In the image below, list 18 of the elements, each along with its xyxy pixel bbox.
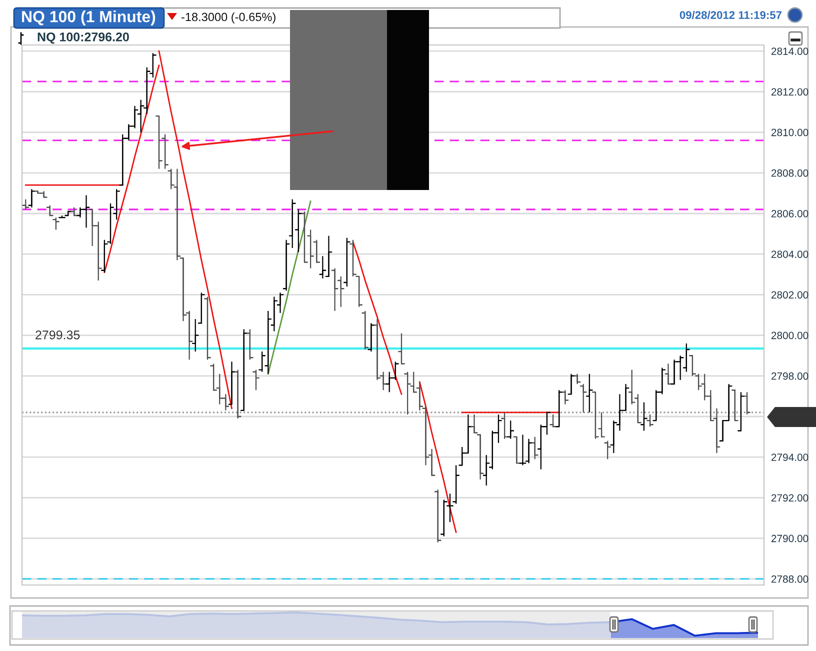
y-tick-label: 2802.00: [771, 291, 808, 299]
y-tick-label: 2804.00: [771, 250, 808, 258]
y-tick-label: 2790.00: [771, 534, 808, 542]
text: NQ 100:2796.20: [38, 32, 129, 44]
y-tick-label: 2814.00: [771, 48, 808, 55]
y-tick-label: 2800.00: [771, 332, 808, 340]
ref-line-label: 2799.35: [36, 330, 80, 340]
text: 09/28/2012 11:19:57: [680, 10, 782, 20]
chart-subtitle: -18.3000 (-0.65%): [182, 12, 276, 24]
y-tick-label: 2788.00: [771, 575, 808, 583]
y-tick-label: 2808.00: [771, 169, 808, 177]
chart-title: NQ 100 (1 Minute): [22, 10, 156, 26]
y-tick-label: 2794.00: [771, 454, 808, 461]
y-tick-label: 2812.00: [771, 88, 808, 96]
y-tick-label: 2806.00: [771, 210, 808, 218]
y-tick-label: 2792.00: [771, 494, 808, 502]
y-tick-label: 2810.00: [771, 128, 808, 136]
y-tick-label: 2798.00: [771, 372, 808, 380]
